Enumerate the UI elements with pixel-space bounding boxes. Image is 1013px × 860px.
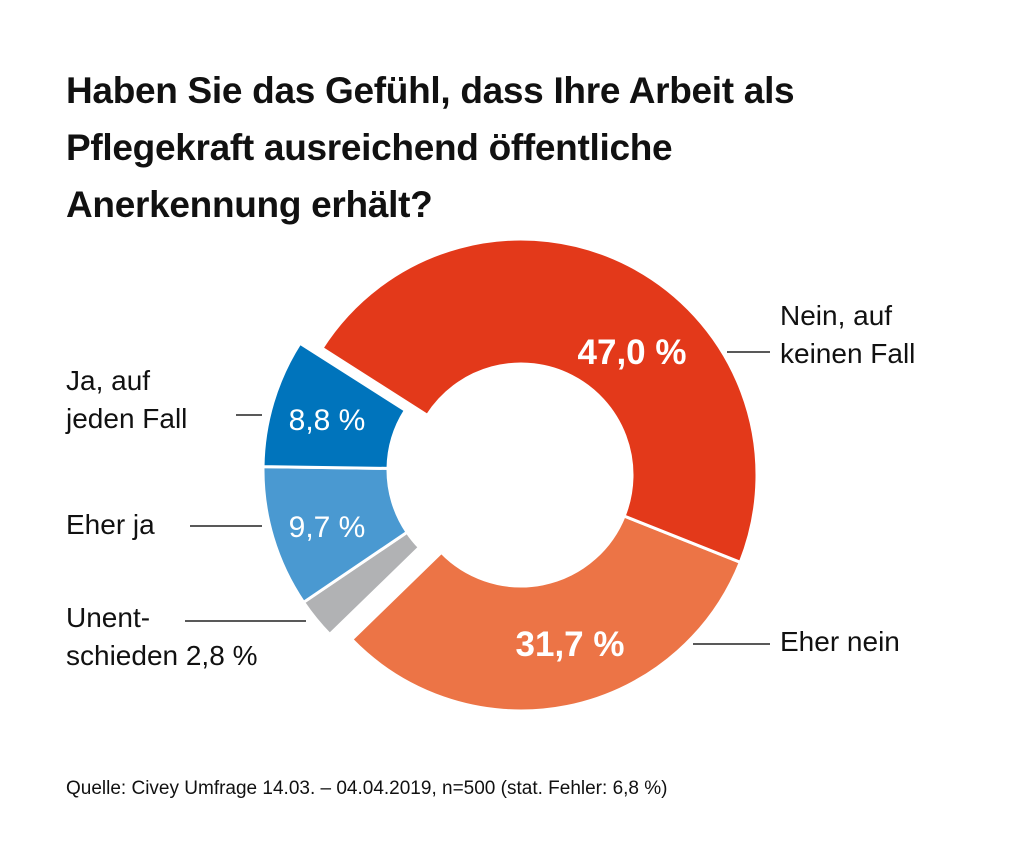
title-line-2: Pflegekraft ausreichend öffentliche bbox=[66, 127, 673, 168]
value-label-eher_ja: 9,7 % bbox=[289, 511, 366, 544]
value-label-ja_jeden_fall: 8,8 % bbox=[289, 404, 366, 437]
label-line: schieden 2,8 % bbox=[66, 640, 258, 671]
label-line: Ja, auf bbox=[66, 365, 151, 396]
slice-ja_jeden_fall bbox=[261, 341, 408, 470]
source-note: Quelle: Civey Umfrage 14.03. – 04.04.201… bbox=[66, 778, 668, 799]
label-eher-nein: Eher nein bbox=[780, 623, 900, 661]
slice-nein_keinen_fall bbox=[319, 237, 759, 565]
label-eher-ja: Eher ja bbox=[66, 506, 155, 544]
slice-eher_nein bbox=[349, 514, 743, 713]
title-line-1: Haben Sie das Gefühl, dass Ihre Arbeit a… bbox=[66, 70, 795, 111]
label-line: Unent- bbox=[66, 602, 151, 633]
label-line: Eher nein bbox=[780, 626, 900, 657]
label-line: Nein, auf bbox=[780, 300, 893, 331]
label-line: Eher ja bbox=[66, 509, 155, 540]
label-ja-jeden-fall: Ja, auf jeden Fall bbox=[66, 362, 187, 438]
label-line: jeden Fall bbox=[66, 403, 188, 434]
chart-title: Haben Sie das Gefühl, dass Ihre Arbeit a… bbox=[66, 62, 946, 233]
value-label-nein_keinen_fall: 47,0 % bbox=[578, 333, 687, 372]
label-nein-keinen-fall: Nein, auf keinen Fall bbox=[780, 297, 915, 373]
value-label-eher_nein: 31,7 % bbox=[516, 625, 625, 664]
label-unentschieden: Unent- schieden 2,8 % bbox=[66, 599, 257, 675]
title-line-3: Anerkennung erhält? bbox=[66, 184, 433, 225]
label-line: keinen Fall bbox=[780, 338, 916, 369]
